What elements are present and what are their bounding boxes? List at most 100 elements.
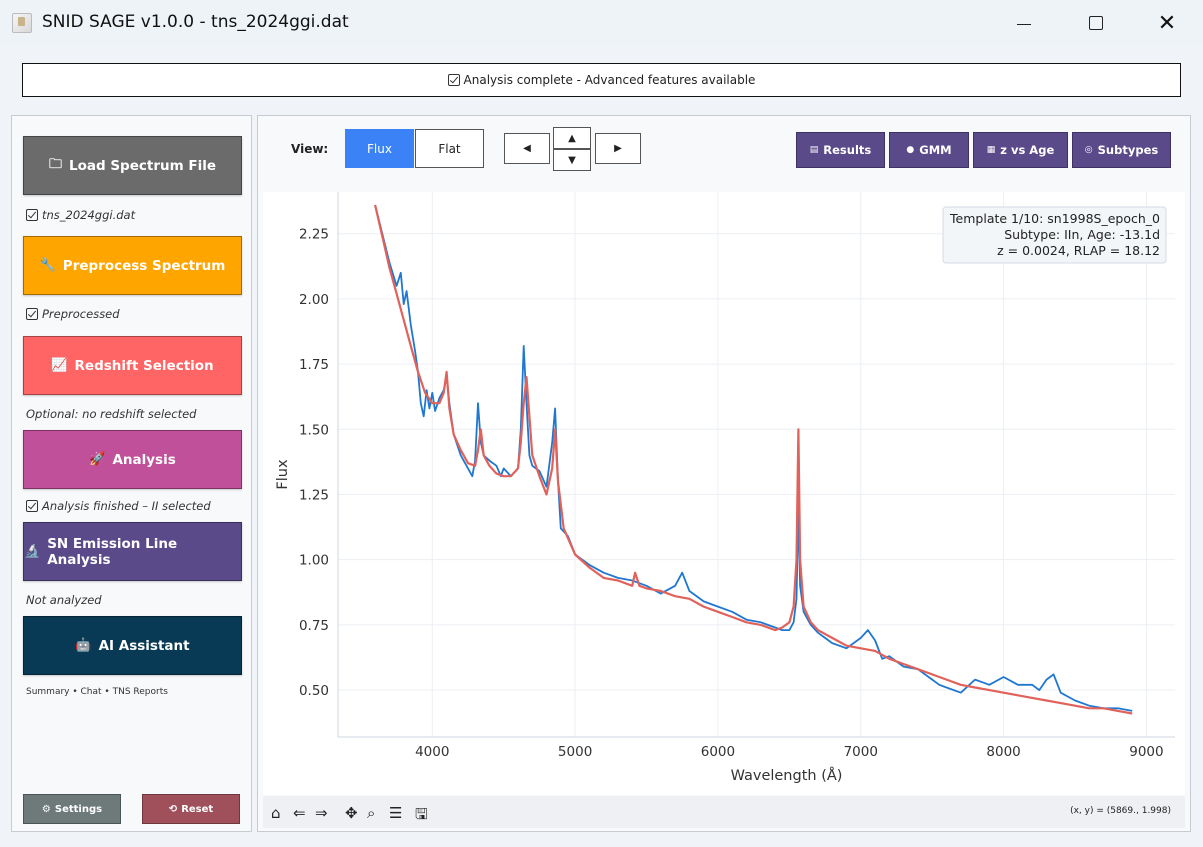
- checkbox-icon: [26, 500, 38, 512]
- minimize-button[interactable]: [1000, 0, 1048, 46]
- configure-subplots-icon[interactable]: ☰: [389, 804, 403, 822]
- chevron-right-icon: ▶: [614, 143, 622, 154]
- template-info-line2: Subtype: IIn, Age: -13.1d: [1004, 227, 1160, 242]
- template-spectrum-line: [374, 204, 1133, 715]
- emission-line-analysis-button[interactable]: 🔬 SN Emission Line Analysis: [23, 522, 242, 581]
- ai-assistant-label: AI Assistant: [98, 637, 190, 654]
- x-tick-label: 4000: [415, 744, 449, 760]
- clipboard-icon: ▤: [809, 145, 819, 155]
- view-label: View:: [291, 142, 329, 156]
- flux-view-button[interactable]: Flux: [345, 129, 414, 168]
- y-tick-label: 1.25: [299, 487, 329, 503]
- x-tick-label: 8000: [986, 744, 1020, 760]
- subtypes-button[interactable]: ◎ Subtypes: [1072, 132, 1171, 168]
- window-title: SNID SAGE v1.0.0 - tns_2024ggi.dat: [42, 12, 349, 32]
- template-info-line3: z = 0.0024, RLAP = 18.12: [997, 243, 1160, 258]
- axis-layer: [337, 192, 1175, 738]
- status-banner-text: Analysis complete - Advanced features av…: [463, 73, 756, 87]
- title-bar: SNID SAGE v1.0.0 - tns_2024ggi.dat ✕: [0, 0, 1203, 46]
- x-tick-label: 7000: [844, 744, 878, 760]
- prev-template-button[interactable]: ◀: [504, 133, 550, 164]
- status-banner: Analysis complete - Advanced features av…: [22, 63, 1181, 97]
- y-tick-label: 2.00: [299, 292, 329, 308]
- redshift-selection-button[interactable]: 📈 Redshift Selection: [23, 336, 242, 395]
- plot-panel: View: Flux Flat ◀ ▲ ▼ ▶ ▤ Results ● GMM ▦ z…: [257, 115, 1191, 832]
- x-tick-label: 6000: [701, 744, 735, 760]
- redshift-label: Redshift Selection: [74, 357, 214, 374]
- ai-assistant-button[interactable]: 🤖 AI Assistant: [23, 616, 242, 675]
- label-layer: 4000 5000 6000 7000 8000 9000 0.50 0.75 1.00 1.25…: [275, 227, 1164, 784]
- x-tick-label: 5000: [558, 744, 592, 760]
- checkbox-icon: [26, 308, 38, 320]
- template-info-line1: Template 1/10: sn1998S_epoch_0: [949, 211, 1160, 226]
- chevron-down-icon: ▼: [568, 154, 576, 166]
- chart-icon: 📈: [51, 358, 68, 373]
- plot-toolbar: ⌂ ⇐ ⇒ ✥ ⌕ ☰ 🖫 (x, y) = (5869., 1.998): [263, 796, 1185, 828]
- microscope-icon: 🔬: [24, 544, 41, 559]
- y-tick-label: 1.00: [299, 553, 329, 569]
- preprocess-label: Preprocess Spectrum: [62, 257, 226, 274]
- reset-button[interactable]: ⟲ Reset: [142, 794, 240, 824]
- checkbox-icon: [26, 209, 38, 221]
- spectrum-plot[interactable]: 4000 5000 6000 7000 8000 9000 0.50 0.75 1.00 1.25…: [263, 192, 1185, 795]
- down-button[interactable]: ▼: [553, 149, 591, 171]
- y-tick-label: 2.25: [299, 227, 329, 243]
- cluster-icon: ●: [906, 145, 915, 155]
- y-axis-label: Flux: [275, 459, 291, 490]
- app-icon: [12, 13, 32, 33]
- series-layer: [374, 204, 1133, 715]
- x-tick-label: 9000: [1129, 744, 1163, 760]
- workflow-sidebar: 🗀 Load Spectrum File tns_2024ggi.dat 🔧 P…: [11, 115, 252, 832]
- back-icon[interactable]: ⇐: [293, 804, 306, 822]
- ai-status: Summary • Chat • TNS Reports: [26, 687, 168, 697]
- robot-icon: 🤖: [75, 638, 92, 653]
- emission-label: SN Emission Line Analysis: [47, 535, 178, 568]
- emission-status: Not analyzed: [26, 593, 102, 607]
- y-tick-label: 1.50: [299, 422, 329, 438]
- grid-layer: [338, 192, 1175, 737]
- next-template-button[interactable]: ▶: [595, 133, 641, 164]
- wrench-icon: 🔧: [39, 258, 56, 273]
- gmm-button[interactable]: ● GMM: [889, 132, 969, 168]
- observed-spectrum-line: [374, 204, 1133, 712]
- preprocess-spectrum-button[interactable]: 🔧 Preprocess Spectrum: [23, 236, 242, 295]
- chevron-left-icon: ◀: [523, 143, 531, 154]
- reset-icon: ⟲: [168, 803, 178, 815]
- y-tick-label: 1.75: [299, 357, 329, 373]
- save-icon[interactable]: 🖫: [415, 805, 428, 823]
- zoom-icon[interactable]: ⌕: [367, 804, 376, 822]
- up-button[interactable]: ▲: [553, 127, 591, 149]
- minimize-icon: [1017, 23, 1031, 25]
- coordinate-readout: (x, y) = (5869., 1.998): [1070, 806, 1171, 816]
- close-button[interactable]: ✕: [1143, 0, 1191, 46]
- checkbox-icon: [447, 74, 460, 86]
- flat-view-button[interactable]: Flat: [415, 129, 484, 168]
- template-info-box: Template 1/10: sn1998S_epoch_0 Subtype: …: [942, 206, 1167, 264]
- target-icon: ◎: [1084, 145, 1093, 155]
- chevron-up-icon: ▲: [568, 132, 576, 144]
- close-icon: ✕: [1157, 10, 1177, 36]
- template-info-background: [942, 206, 1167, 264]
- rocket-icon: 🚀: [89, 452, 106, 467]
- redshift-status: Optional: no redshift selected: [26, 407, 197, 421]
- analysis-label: Analysis: [112, 451, 176, 468]
- x-axis-label: Wavelength (Å): [731, 767, 843, 784]
- scatter-chart-icon: ▦: [986, 145, 996, 155]
- settings-button[interactable]: ⚙ Settings: [23, 794, 121, 824]
- z-vs-age-button[interactable]: ▦ z vs Age: [973, 132, 1068, 168]
- pan-icon[interactable]: ✥: [345, 804, 358, 822]
- forward-icon[interactable]: ⇒: [315, 804, 328, 822]
- load-status: tns_2024ggi.dat: [26, 208, 135, 222]
- y-tick-label: 0.50: [299, 683, 329, 699]
- preprocess-status: Preprocessed: [26, 307, 120, 321]
- results-button[interactable]: ▤ Results: [796, 132, 885, 168]
- maximize-icon: [1089, 16, 1103, 30]
- y-tick-label: 0.75: [299, 618, 329, 634]
- folder-icon: 🗀: [48, 156, 62, 172]
- gear-icon: ⚙: [41, 803, 51, 815]
- analysis-button[interactable]: 🚀 Analysis: [23, 430, 242, 489]
- analysis-status: Analysis finished – II selected: [26, 499, 211, 513]
- home-icon[interactable]: ⌂: [271, 804, 281, 822]
- maximize-button[interactable]: [1072, 0, 1120, 46]
- load-spectrum-button[interactable]: 🗀 Load Spectrum File: [23, 136, 242, 195]
